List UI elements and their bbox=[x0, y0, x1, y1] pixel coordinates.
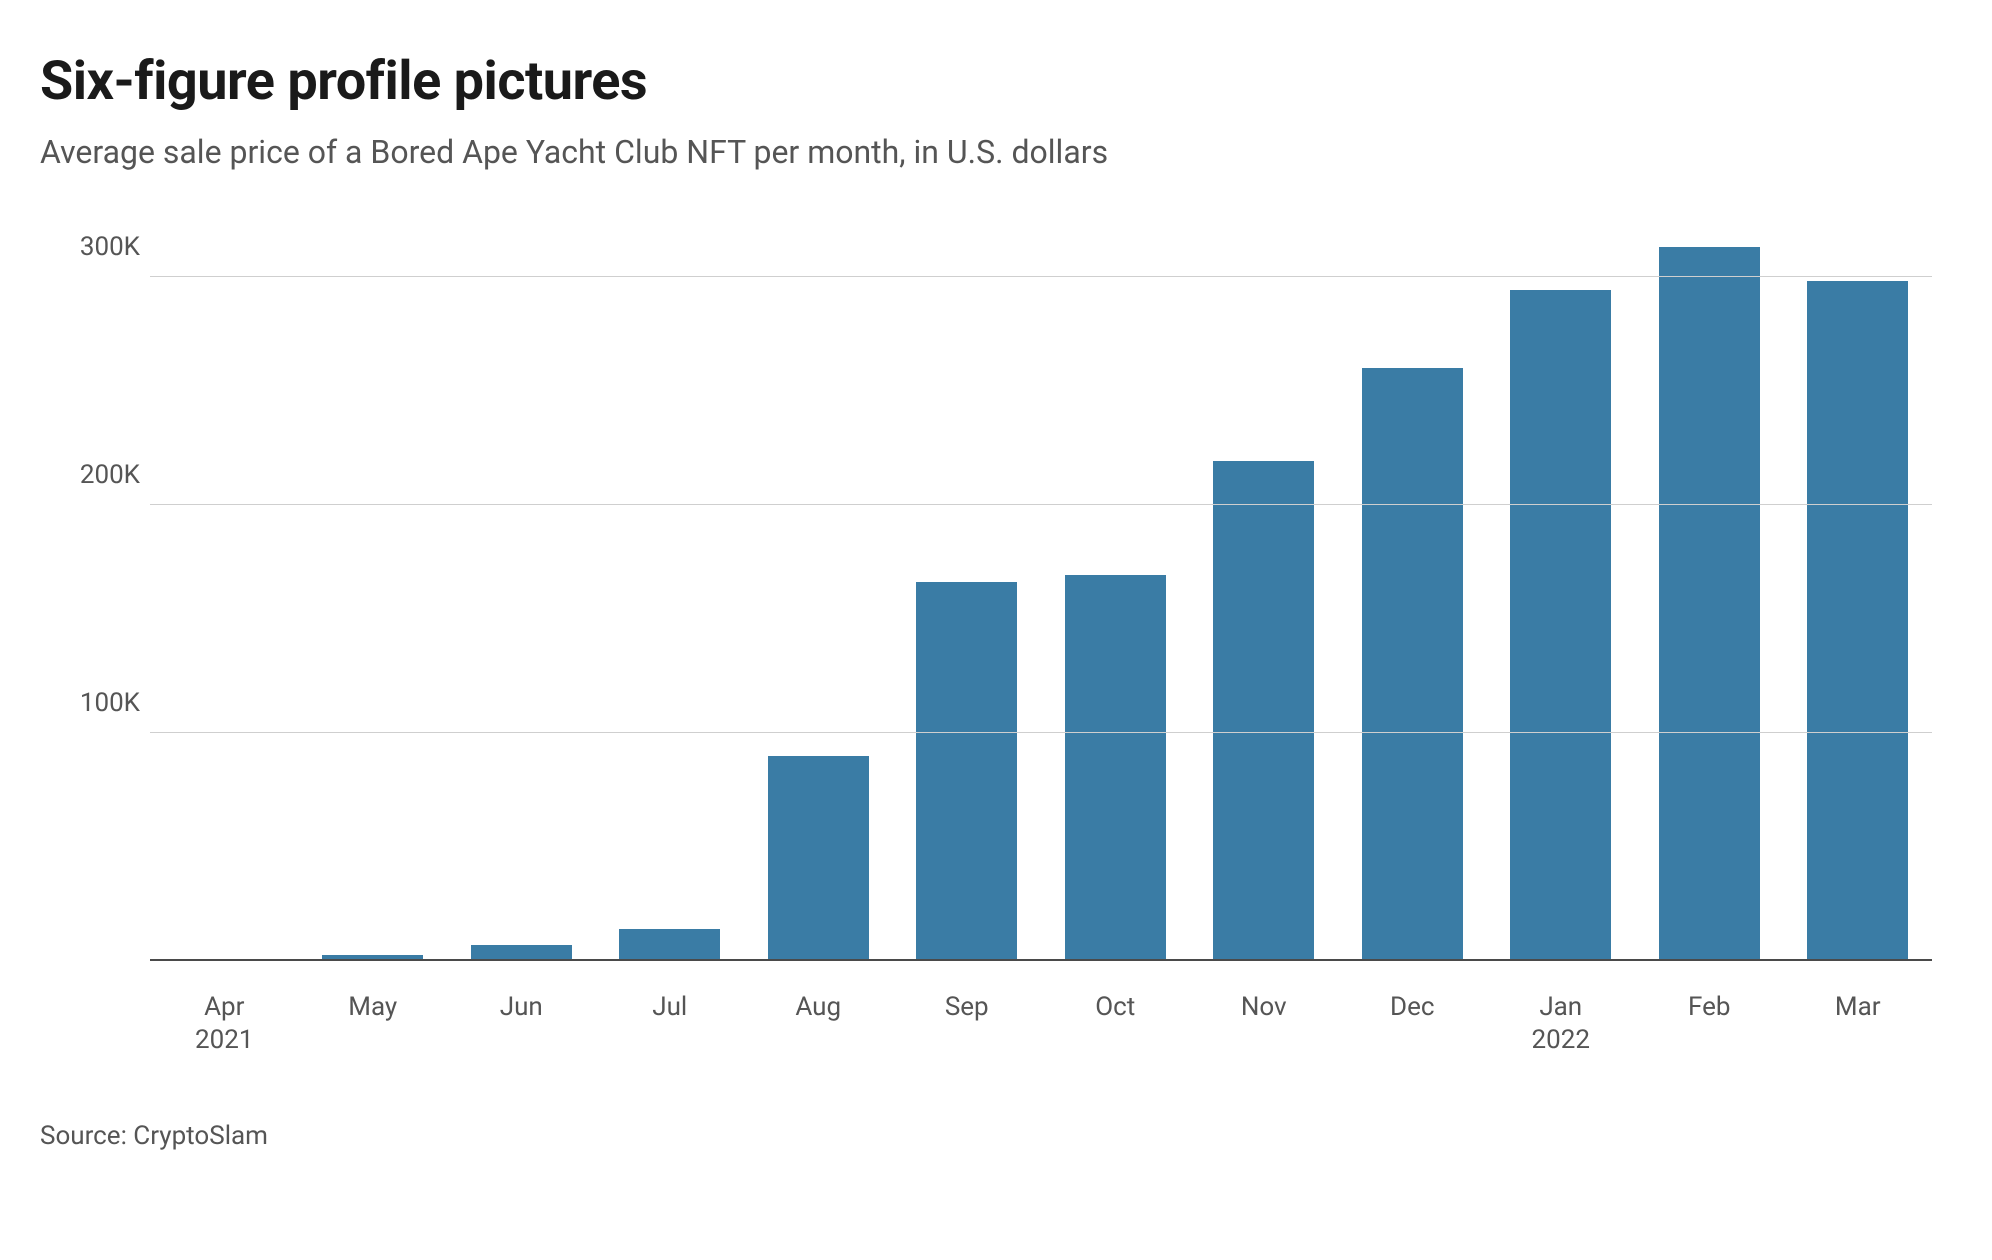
chart-subtitle: Average sale price of a Bored Ape Yacht … bbox=[40, 133, 1952, 171]
x-axis-label: Dec bbox=[1338, 971, 1487, 1071]
bar-slot bbox=[1190, 231, 1339, 961]
x-axis-label: Oct bbox=[1041, 971, 1190, 1071]
chart-title: Six-figure profile pictures bbox=[40, 50, 1952, 113]
y-axis-label: 200K bbox=[50, 460, 140, 490]
bars-group bbox=[150, 231, 1932, 961]
chart-area: 100K200K300K Apr2021MayJunJulAugSepOctNo… bbox=[40, 231, 1952, 1071]
x-axis-label: Mar bbox=[1784, 971, 1933, 1071]
gridline bbox=[150, 276, 1932, 277]
source-attribution: Source: CryptoSlam bbox=[40, 1121, 1952, 1151]
chart-container: Six-figure profile pictures Average sale… bbox=[0, 0, 1992, 1260]
x-axis-label: Apr2021 bbox=[150, 971, 299, 1071]
bar-slot bbox=[447, 231, 596, 961]
bar bbox=[1065, 575, 1166, 961]
bar bbox=[1213, 461, 1314, 961]
x-axis-label: May bbox=[299, 971, 448, 1071]
bar-slot bbox=[1041, 231, 1190, 961]
x-axis-labels: Apr2021MayJunJulAugSepOctNovDecJan2022Fe… bbox=[150, 971, 1932, 1071]
x-axis-label: Jan2022 bbox=[1487, 971, 1636, 1071]
x-axis-label: Feb bbox=[1635, 971, 1784, 1071]
x-axis-label: Jul bbox=[596, 971, 745, 1071]
x-axis-label: Jun bbox=[447, 971, 596, 1071]
gridline bbox=[150, 504, 1932, 505]
bar-slot bbox=[1784, 231, 1933, 961]
plot-area: 100K200K300K bbox=[150, 231, 1932, 961]
bar-slot bbox=[596, 231, 745, 961]
y-axis-label: 100K bbox=[50, 688, 140, 718]
bar-slot bbox=[744, 231, 893, 961]
x-axis-label: Sep bbox=[893, 971, 1042, 1071]
bar bbox=[768, 756, 869, 961]
bar bbox=[619, 929, 720, 961]
y-axis-label: 300K bbox=[50, 232, 140, 262]
bar-slot bbox=[1635, 231, 1784, 961]
bar bbox=[1510, 290, 1611, 961]
bar-slot bbox=[299, 231, 448, 961]
x-axis-baseline bbox=[150, 959, 1932, 961]
gridline bbox=[150, 732, 1932, 733]
bar bbox=[916, 582, 1017, 961]
x-axis-label: Aug bbox=[744, 971, 893, 1071]
bar-slot bbox=[150, 231, 299, 961]
bar bbox=[1362, 368, 1463, 961]
bar-slot bbox=[893, 231, 1042, 961]
bar-slot bbox=[1487, 231, 1636, 961]
bar-slot bbox=[1338, 231, 1487, 961]
bar bbox=[1659, 247, 1760, 961]
bar bbox=[1807, 281, 1908, 961]
x-axis-label: Nov bbox=[1190, 971, 1339, 1071]
